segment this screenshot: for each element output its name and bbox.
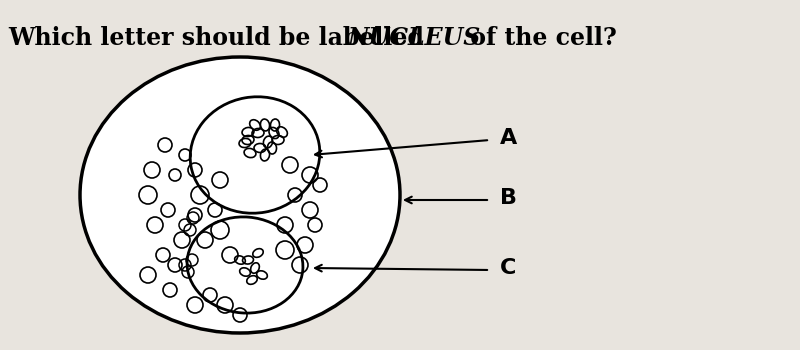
Text: NUCLEUS: NUCLEUS bbox=[348, 26, 482, 50]
Ellipse shape bbox=[80, 57, 400, 333]
Text: of the cell?: of the cell? bbox=[462, 26, 617, 50]
Ellipse shape bbox=[190, 97, 320, 213]
Ellipse shape bbox=[187, 217, 303, 313]
Text: Which letter should be labelled: Which letter should be labelled bbox=[8, 26, 432, 50]
Text: A: A bbox=[500, 128, 518, 148]
Text: C: C bbox=[500, 258, 516, 278]
Text: B: B bbox=[500, 188, 517, 208]
